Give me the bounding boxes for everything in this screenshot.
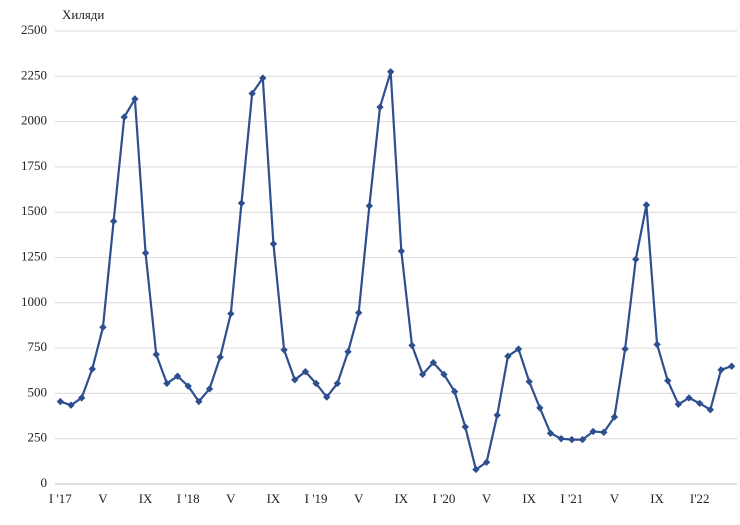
marker [696, 399, 704, 408]
x-tick-label: V [482, 491, 492, 506]
marker [706, 406, 715, 414]
x-tick-label: I '17 [49, 491, 72, 506]
marker [205, 385, 214, 393]
x-tick-label: IX [650, 491, 664, 506]
x-tick-label: IX [139, 491, 153, 506]
marker [386, 68, 395, 76]
line [59, 71, 733, 472]
marker [674, 400, 683, 408]
marker [216, 353, 224, 361]
y-tick-label: 1250 [21, 248, 47, 263]
marker [227, 309, 235, 318]
x-tick-label: I '21 [560, 491, 583, 506]
marker [173, 372, 182, 380]
y-tick-label: 2000 [21, 113, 47, 128]
x-tick-label: V [226, 491, 236, 506]
marker [504, 352, 512, 360]
marker [259, 74, 267, 82]
marker [280, 346, 288, 354]
y-tick-label: 1500 [21, 203, 47, 218]
marker [568, 435, 576, 444]
marker [323, 393, 331, 401]
marker [67, 401, 75, 409]
marker [77, 394, 86, 402]
marker [429, 358, 437, 367]
marker [88, 365, 96, 373]
marker [99, 323, 107, 331]
x-tick-label: I '19 [305, 491, 328, 506]
marker [493, 411, 501, 419]
x-tick-label: IX [267, 491, 281, 506]
y-tick-label: 1750 [21, 158, 47, 173]
marker [355, 309, 363, 317]
x-tick-label: I '18 [177, 491, 200, 506]
marker [291, 376, 299, 384]
y-tick-label: 500 [28, 384, 48, 399]
marker [450, 387, 459, 396]
marker [727, 362, 736, 370]
marker [536, 404, 544, 412]
marker [56, 397, 65, 406]
y-axis-label: Хиляди [62, 7, 104, 22]
y-tick-label: 0 [41, 475, 48, 490]
marker [621, 345, 629, 353]
y-tick-label: 1000 [21, 294, 47, 309]
marker [397, 247, 406, 255]
marker [546, 429, 555, 437]
marker [525, 377, 533, 386]
x-tick-label: IX [522, 491, 536, 506]
marker [589, 427, 597, 436]
marker [301, 367, 310, 376]
x-tick-label: V [354, 491, 364, 506]
x-tick-label: I'22 [690, 491, 710, 506]
marker [418, 370, 427, 379]
marker [557, 435, 565, 443]
y-tick-label: 2500 [21, 22, 47, 37]
marker [461, 423, 469, 431]
marker [408, 341, 416, 350]
marker [344, 348, 352, 356]
marker [184, 382, 192, 390]
marker [664, 377, 672, 385]
marker [685, 394, 693, 402]
marker [472, 465, 480, 474]
marker [312, 379, 320, 388]
marker [482, 458, 491, 466]
marker [376, 103, 384, 111]
marker [152, 350, 160, 359]
marker [141, 249, 150, 257]
marker [717, 366, 725, 374]
marker [610, 413, 619, 421]
marker [269, 240, 278, 248]
marker [333, 379, 342, 388]
marker [632, 255, 640, 263]
marker [642, 201, 651, 209]
marker [578, 435, 587, 444]
x-tick-label: IX [394, 491, 408, 506]
marker [514, 345, 523, 353]
y-tick-label: 750 [28, 339, 48, 354]
y-tick-label: 2250 [21, 67, 47, 82]
marker [248, 89, 256, 98]
marker [600, 428, 608, 437]
marker [237, 199, 246, 207]
y-tick-label: 250 [28, 430, 48, 445]
x-tick-label: V [610, 491, 620, 506]
x-tick-label: V [98, 491, 108, 506]
x-tick-label: I '20 [432, 491, 455, 506]
marker [365, 202, 374, 210]
marker [120, 113, 128, 121]
marker [653, 340, 661, 349]
marker [109, 217, 118, 225]
marker [131, 95, 139, 103]
marker [440, 370, 448, 379]
